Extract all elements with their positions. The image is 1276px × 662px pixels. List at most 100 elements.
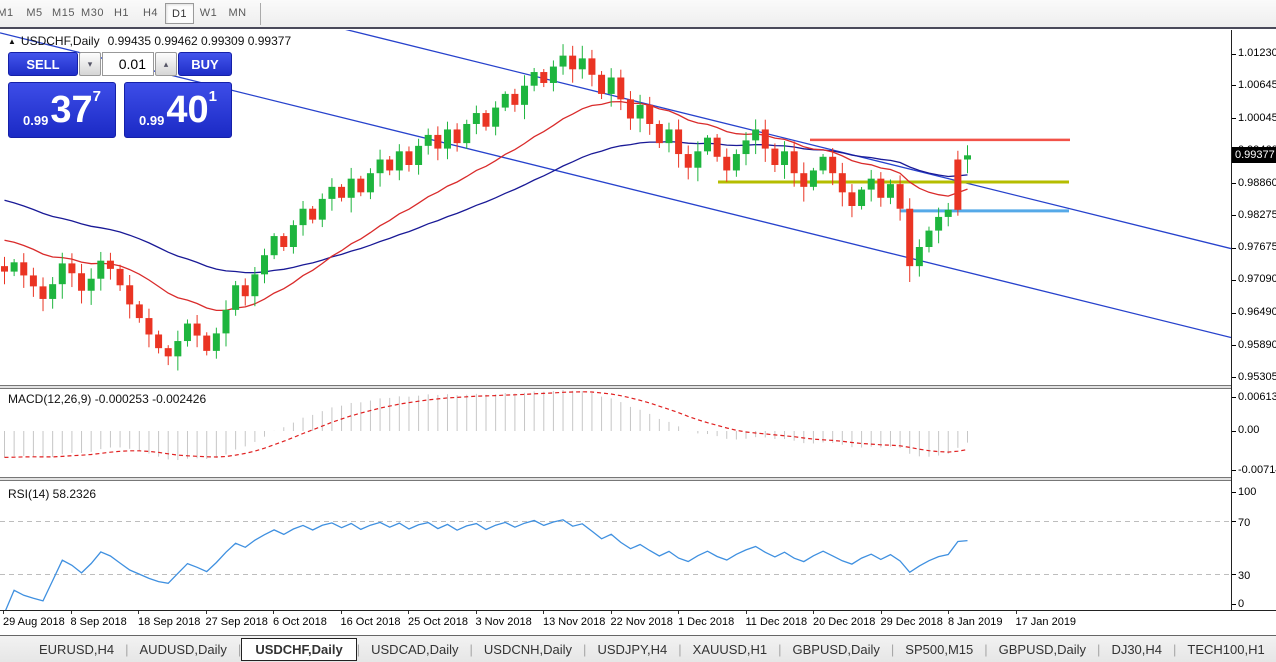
price-tick-label: 0.97090: [1238, 273, 1276, 286]
rsi-tick: [1232, 574, 1236, 575]
macd-indicator-label: MACD(12,26,9) -0.000253 -0.002426: [8, 392, 207, 406]
timeframe-button-m30[interactable]: M30: [81, 7, 104, 19]
tab-gbpusd-daily[interactable]: GBPUSD,Daily: [792, 641, 880, 657]
date-label: 29 Aug 2018: [3, 616, 65, 628]
tab-gbpusd-daily[interactable]: GBPUSD,Daily: [998, 641, 1087, 657]
date-tick: [205, 611, 207, 614]
date-tick: [70, 611, 72, 614]
price-tick-label: 0.95890: [1238, 338, 1276, 351]
rsi-line: [5, 519, 968, 610]
timeframe-button-h1[interactable]: H1: [113, 7, 130, 19]
date-label: 16 Oct 2018: [340, 616, 401, 628]
tab-usdjpy-h4[interactable]: USDJPY,H4: [597, 641, 668, 657]
date-tick: [610, 611, 612, 614]
tab-separator: |: [1173, 641, 1177, 657]
date-label: 11 Dec 2018: [745, 616, 808, 628]
macd-tick: [1232, 470, 1236, 471]
lot-size-input[interactable]: 0.01: [102, 52, 154, 76]
tab-sp500-m15[interactable]: SP500,M15: [905, 641, 974, 657]
timeframe-button-h4[interactable]: H4: [142, 7, 159, 19]
tab-separator: |: [356, 641, 361, 657]
timeframe-button-m15[interactable]: M15: [52, 7, 75, 19]
date-label: 22 Nov 2018: [610, 616, 673, 628]
date-tick: [273, 611, 274, 614]
price-tick: [1232, 247, 1236, 249]
rsi-axis-label: 70: [1238, 517, 1251, 529]
date-label: 3 Nov 2018: [475, 616, 532, 628]
pane-divider[interactable]: [0, 385, 1276, 389]
price-tick-label: 1.00645: [1238, 78, 1276, 91]
sell-button[interactable]: SELL: [8, 52, 78, 76]
date-axis-border: [0, 610, 1276, 611]
timeframe-button-m5[interactable]: M5: [26, 7, 43, 19]
chart-title-bar: ▲ USDCHF,Daily 0.99435 0.99462 0.99309 0.9…: [8, 34, 291, 48]
tab-audusd-daily[interactable]: AUDUSD,Daily: [139, 641, 227, 657]
rsi-indicator-label: RSI(14) 58.2326: [8, 487, 97, 501]
buy-button[interactable]: BUY: [178, 52, 232, 76]
price-tick: [1232, 345, 1236, 347]
tab-separator: |: [778, 641, 782, 657]
tab-usdchf-daily[interactable]: USDCHF,Daily: [241, 637, 357, 661]
tab-dj30-h4[interactable]: DJ30,H4: [1111, 641, 1163, 657]
price-tick: [1232, 118, 1236, 120]
date-label: 1 Dec 2018: [678, 616, 735, 628]
buy-price-sup: 1: [208, 88, 217, 105]
date-label: 29 Dec 2018: [880, 616, 943, 628]
date-label: 18 Sep 2018: [138, 616, 201, 628]
timeframe-button-m1[interactable]: M1: [0, 7, 14, 19]
lot-decrease-button[interactable]: ▾: [79, 52, 101, 76]
date-label: 8 Jan 2019: [948, 616, 1003, 628]
date-label: 27 Sep 2018: [205, 616, 268, 628]
rsi-tick: [1232, 492, 1236, 493]
price-tick-label: 0.98860: [1238, 176, 1276, 189]
price-tick: [1232, 85, 1236, 87]
date-tick: [3, 611, 4, 614]
buy-price-display[interactable]: 0.99 40 1: [124, 82, 232, 138]
price-tick: [1232, 215, 1236, 217]
buy-price-small: 0.99: [139, 113, 165, 128]
chart-window: ▲ USDCHF,Daily 0.99435 0.99462 0.99309 0.9…: [0, 29, 1276, 662]
rsi-chart-canvas[interactable]: [0, 481, 1231, 610]
rsi-axis-label: 30: [1238, 570, 1251, 582]
tab-eurusd-h4[interactable]: EURUSD,H4: [39, 641, 115, 657]
tab-separator: |: [678, 641, 682, 657]
pane-divider[interactable]: [0, 477, 1276, 481]
date-label: 13 Nov 2018: [543, 616, 606, 628]
tab-separator: |: [890, 641, 895, 657]
date-tick: [745, 611, 747, 614]
date-label: 25 Oct 2018: [408, 616, 468, 628]
date-axis[interactable]: 29 Aug 2018 8 Sep 2018 18 Sep 2018 27 Sep 2…: [0, 611, 1276, 635]
tab-xauusd-h1[interactable]: XAUUSD,H1: [692, 641, 768, 657]
tab-usdcad-daily[interactable]: USDCAD,Daily: [371, 641, 459, 657]
macd-signal-line: [4, 391, 968, 458]
rsi-axis-label: 0: [1238, 598, 1245, 610]
price-axis[interactable]: 1.012301.006451.000450.994600.988600.982…: [1231, 30, 1276, 611]
macd-histogram: [4, 389, 968, 461]
toolbar-separator: [260, 2, 261, 25]
tab-tech100-h1[interactable]: TECH100,H1: [1187, 641, 1265, 657]
date-tick: [138, 611, 139, 614]
date-tick: [475, 611, 477, 614]
date-tick: [543, 611, 544, 614]
tab-usdcnh-daily[interactable]: USDCNH,Daily: [483, 641, 573, 657]
date-tick: [678, 611, 679, 614]
buy-price-big: 40: [166, 89, 209, 131]
lot-increase-button[interactable]: ▴: [155, 52, 177, 76]
date-label: 8 Sep 2018: [70, 616, 127, 628]
collapse-triangle-icon[interactable]: ▲: [8, 37, 16, 46]
chart-tab-bar: EURUSD,H4 | AUDUSD,Daily | USDCHF,Daily | USDC…: [0, 635, 1276, 662]
date-label: 17 Jan 2019: [1015, 616, 1077, 628]
date-label: 6 Oct 2018: [273, 616, 327, 628]
ohlc-values: 0.99435 0.99462 0.99309 0.99377: [107, 34, 292, 48]
timeframe-button-d1[interactable]: D1: [165, 3, 194, 24]
date-tick: [340, 611, 342, 614]
price-tick-label: 1.01230: [1238, 47, 1276, 59]
timeframe-button-mn[interactable]: MN: [228, 7, 247, 19]
timeframe-toolbar: M1 M5 M15 M30 H1 H4 D1 W1 MN: [0, 0, 1276, 29]
slow-ma-line: [4, 140, 968, 274]
macd-chart-canvas[interactable]: [0, 389, 1231, 477]
sell-price-display[interactable]: 0.99 37 7: [8, 82, 116, 138]
timeframe-button-w1[interactable]: W1: [199, 7, 218, 19]
rsi-tick: [1232, 604, 1236, 605]
candlestick-series: [1, 44, 971, 371]
